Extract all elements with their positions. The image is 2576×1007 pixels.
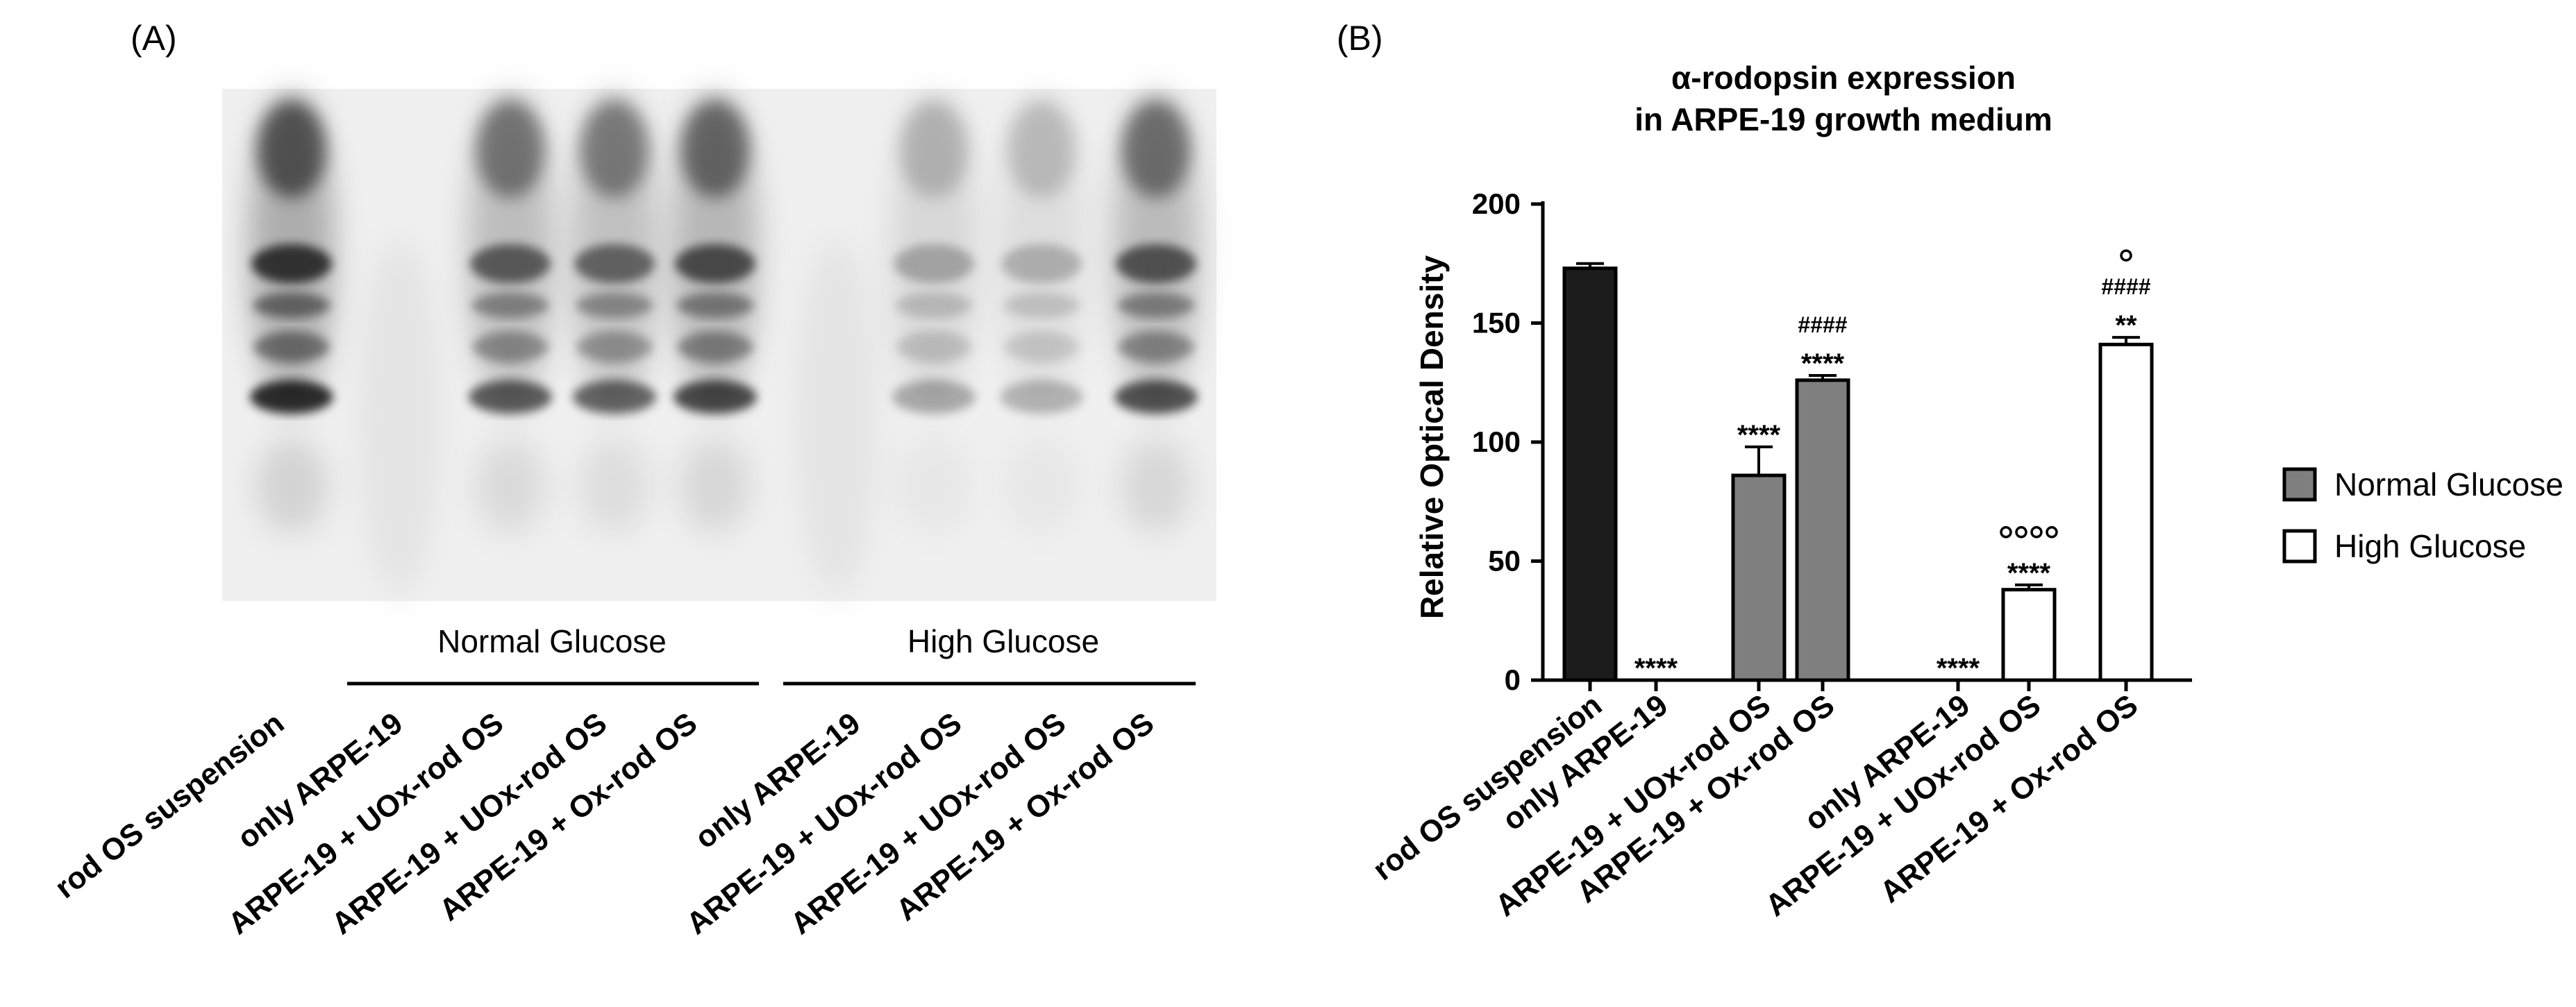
legend-swatch-normal-glucose xyxy=(2282,467,2317,502)
significance-stars: **** xyxy=(1737,420,1781,450)
blot-lane xyxy=(1113,90,1199,534)
significance-circles xyxy=(2000,526,2058,539)
significance-annotations: ************####**********#### xyxy=(1634,249,2151,684)
blot-lane xyxy=(998,90,1085,534)
y-tick-label: 150 xyxy=(1472,307,1521,339)
group-label-high-glucose: High Glucose xyxy=(908,623,1099,659)
y-tick-label: 0 xyxy=(1505,663,1521,696)
significance-circles xyxy=(2120,249,2132,262)
chart-title-line-1: α-rodopsin expression xyxy=(1671,60,2016,96)
significance-hashes: #### xyxy=(2101,274,2150,299)
legend-swatch-high-glucose xyxy=(2282,529,2317,564)
significance-stars: **** xyxy=(2007,558,2051,589)
bar xyxy=(2001,588,2057,682)
blot-lane xyxy=(249,90,335,534)
panel-b-label: (B) xyxy=(1337,19,1383,58)
blot-lane xyxy=(358,236,441,597)
blot-lane xyxy=(571,90,658,534)
significance-stars: ** xyxy=(2115,310,2137,341)
western-blot xyxy=(222,89,1216,601)
blot-lane xyxy=(891,90,977,534)
panel-a-lane-labels: rod OS suspension only ARPE-19 ARPE-19 +… xyxy=(49,706,1160,941)
bar xyxy=(1795,378,1850,682)
bar xyxy=(1731,473,1787,682)
legend-label-high-glucose: High Glucose xyxy=(2334,528,2526,564)
y-axis-ticks: 0 50 100 150 200 xyxy=(1472,187,1543,696)
y-tick-label: 50 xyxy=(1488,545,1521,577)
blot-bands xyxy=(249,90,1199,597)
legend-label-normal-glucose: Normal Glucose xyxy=(2334,466,2564,502)
significance-hashes: #### xyxy=(1798,312,1847,337)
legend: Normal Glucose High Glucose xyxy=(2282,466,2564,564)
y-axis-label: Relative Optical Density xyxy=(1414,255,1450,619)
lane-label: only ARPE-19 xyxy=(689,706,867,855)
group-label-normal-glucose: Normal Glucose xyxy=(437,623,667,659)
y-tick-label: 200 xyxy=(1472,187,1521,220)
bar xyxy=(2098,342,2154,682)
panel-a-group-labels: Normal Glucose High Glucose xyxy=(347,623,1196,686)
y-tick-label: 100 xyxy=(1472,425,1521,458)
bar-series xyxy=(1562,262,2154,691)
blot-lane xyxy=(467,90,553,534)
blot-lane xyxy=(795,236,878,597)
blot-lane xyxy=(672,90,758,534)
bar xyxy=(1562,266,1618,682)
panel-a-label: (A) xyxy=(131,19,177,58)
lane-label: rod OS suspension xyxy=(49,706,290,905)
significance-stars: **** xyxy=(1801,348,1845,379)
chart-title-line-2: in ARPE-19 growth medium xyxy=(1634,101,2052,137)
